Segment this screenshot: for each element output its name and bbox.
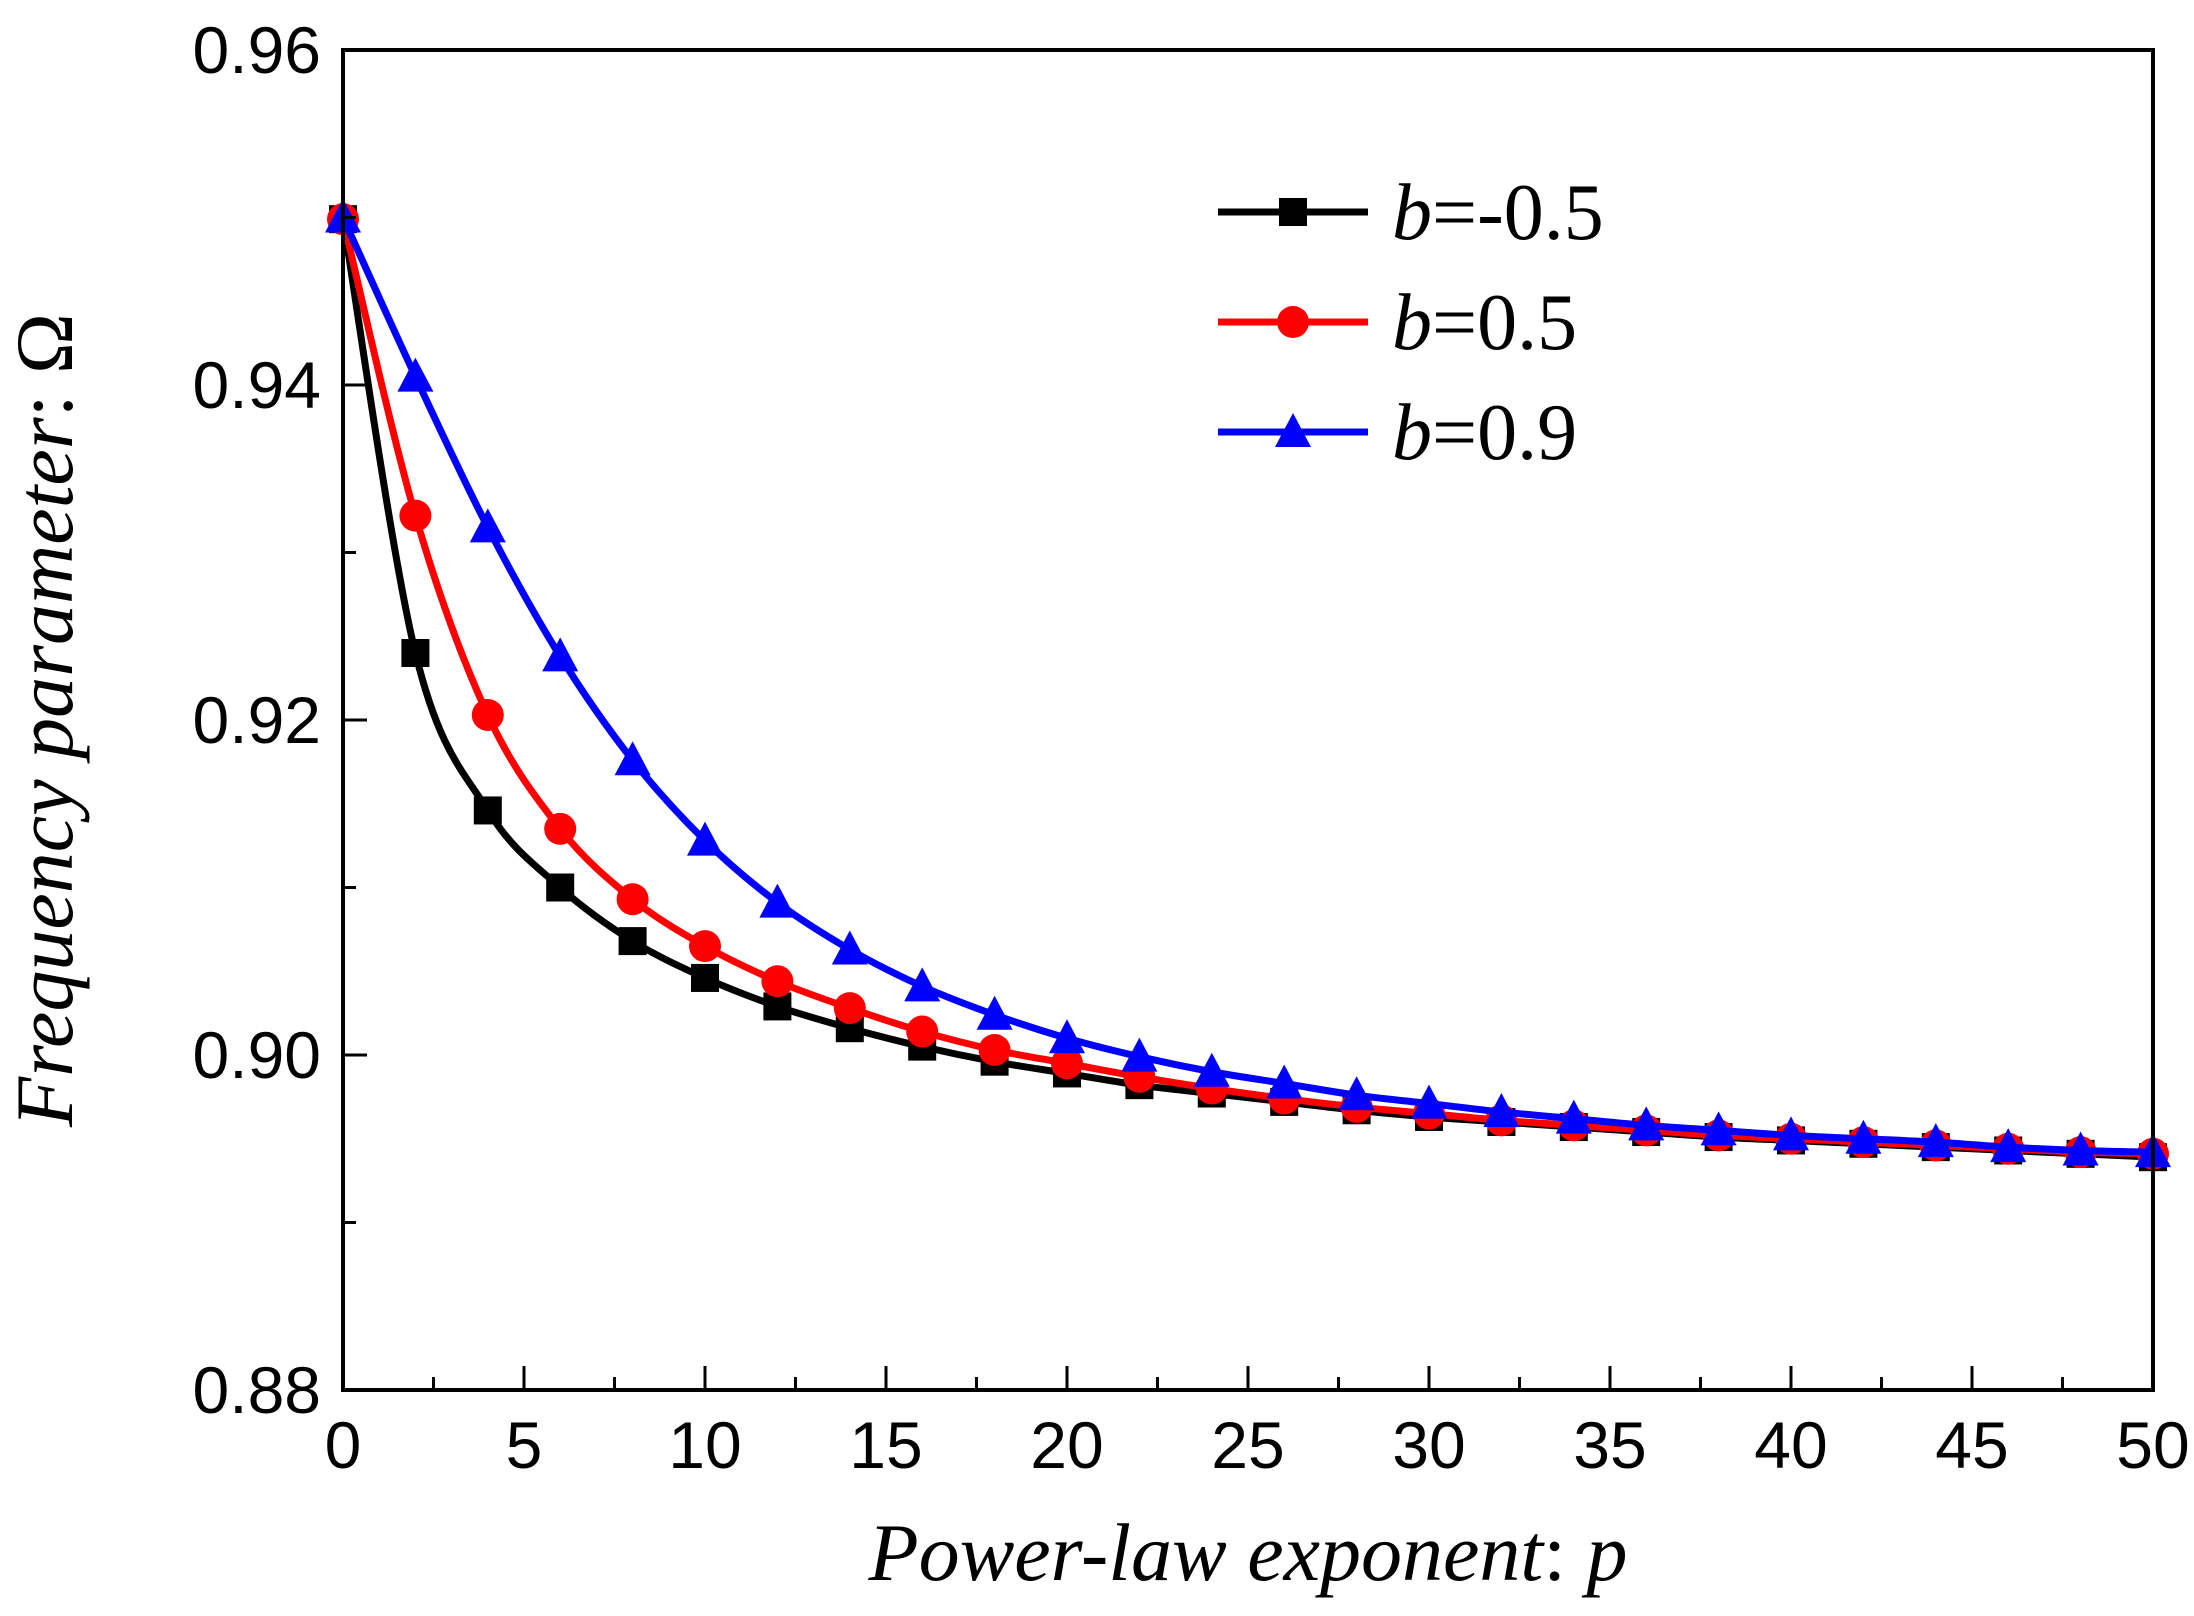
x-tick-label: 35 bbox=[1573, 1408, 1646, 1482]
legend: b=-0.5 b=0.5 b=0.9 bbox=[1218, 169, 1604, 477]
series-line bbox=[339, 216, 2154, 1156]
x-tick-label: 40 bbox=[1754, 1408, 1827, 1482]
y-tick-label: 0.88 bbox=[193, 1353, 321, 1427]
data-point bbox=[689, 930, 721, 963]
data-point bbox=[1266, 1064, 1303, 1099]
data-point bbox=[1193, 1052, 1230, 1087]
data-point bbox=[542, 637, 579, 672]
y-tick-label: 0.92 bbox=[193, 683, 321, 757]
legend-label: b=0.5 bbox=[1392, 279, 1577, 367]
data-point bbox=[761, 965, 794, 998]
legend-entry: b=0.9 bbox=[1218, 389, 1577, 477]
data-point bbox=[469, 508, 506, 543]
x-tick-label: 0 bbox=[325, 1408, 362, 1482]
legend-entry: b=0.5 bbox=[1218, 279, 1577, 367]
data-point bbox=[401, 639, 430, 667]
tick-labels: 0 5 10 15 20 25 30 35 40 45 50 0.88 0.90 0.92 0.94 0.96 bbox=[193, 13, 2190, 1482]
x-tick-label: 50 bbox=[2116, 1408, 2189, 1482]
data-point bbox=[831, 930, 868, 965]
x-tick-label: 20 bbox=[1030, 1408, 1103, 1482]
data-point bbox=[1555, 1099, 1592, 1134]
legend-marker bbox=[1275, 413, 1311, 447]
data-point bbox=[473, 796, 502, 825]
data-point bbox=[687, 821, 723, 856]
data-point bbox=[833, 992, 866, 1025]
data-point bbox=[1773, 1116, 1809, 1151]
y-tick-label: 0.94 bbox=[193, 348, 321, 422]
data-point bbox=[976, 995, 1013, 1030]
data-point bbox=[759, 883, 796, 918]
y-axis-title: Frequency parameter: Ω bbox=[0, 313, 90, 1128]
x-axis-title: Power-law exponent: p bbox=[868, 1507, 1628, 1598]
data-point bbox=[1338, 1076, 1375, 1111]
data-point bbox=[1917, 1123, 1954, 1158]
data-point bbox=[1049, 1019, 1085, 1054]
y-tick-label: 0.96 bbox=[193, 13, 321, 87]
legend-entry: b=-0.5 bbox=[1218, 169, 1604, 257]
series-layer bbox=[325, 198, 2171, 1172]
data-point bbox=[1700, 1111, 1737, 1146]
data-point bbox=[471, 698, 504, 731]
series-2 bbox=[325, 198, 2171, 1168]
data-point bbox=[546, 873, 575, 902]
legend-label: b=0.9 bbox=[1392, 389, 1577, 477]
data-point bbox=[691, 963, 719, 992]
y-tick-label: 0.90 bbox=[193, 1018, 321, 1092]
axis-ticks bbox=[341, 48, 2155, 1392]
data-point bbox=[1628, 1106, 1665, 1141]
data-point bbox=[1990, 1128, 2027, 1163]
legend-marker bbox=[1277, 306, 1309, 338]
data-point bbox=[2062, 1131, 2099, 1166]
data-point bbox=[1845, 1119, 1882, 1154]
x-tick-label: 45 bbox=[1935, 1408, 2008, 1482]
data-point bbox=[544, 812, 577, 845]
data-point bbox=[1051, 1047, 1083, 1080]
data-point bbox=[618, 927, 647, 956]
x-tick-label: 15 bbox=[849, 1408, 922, 1482]
data-point bbox=[399, 499, 432, 532]
x-tick-label: 5 bbox=[506, 1408, 543, 1482]
data-point bbox=[1121, 1037, 1158, 1072]
data-point bbox=[1411, 1084, 1447, 1119]
data-point bbox=[1483, 1092, 1520, 1127]
data-point bbox=[978, 1033, 1011, 1066]
data-point bbox=[904, 967, 941, 1002]
data-point bbox=[397, 357, 434, 392]
x-tick-label: 10 bbox=[668, 1408, 741, 1482]
legend-label: b=-0.5 bbox=[1392, 169, 1604, 257]
x-tick-label: 25 bbox=[1211, 1408, 1284, 1482]
data-point bbox=[616, 883, 649, 916]
legend-marker bbox=[1279, 198, 1307, 226]
data-point bbox=[906, 1015, 939, 1048]
x-tick-label: 30 bbox=[1392, 1408, 1465, 1482]
data-point bbox=[614, 741, 651, 776]
